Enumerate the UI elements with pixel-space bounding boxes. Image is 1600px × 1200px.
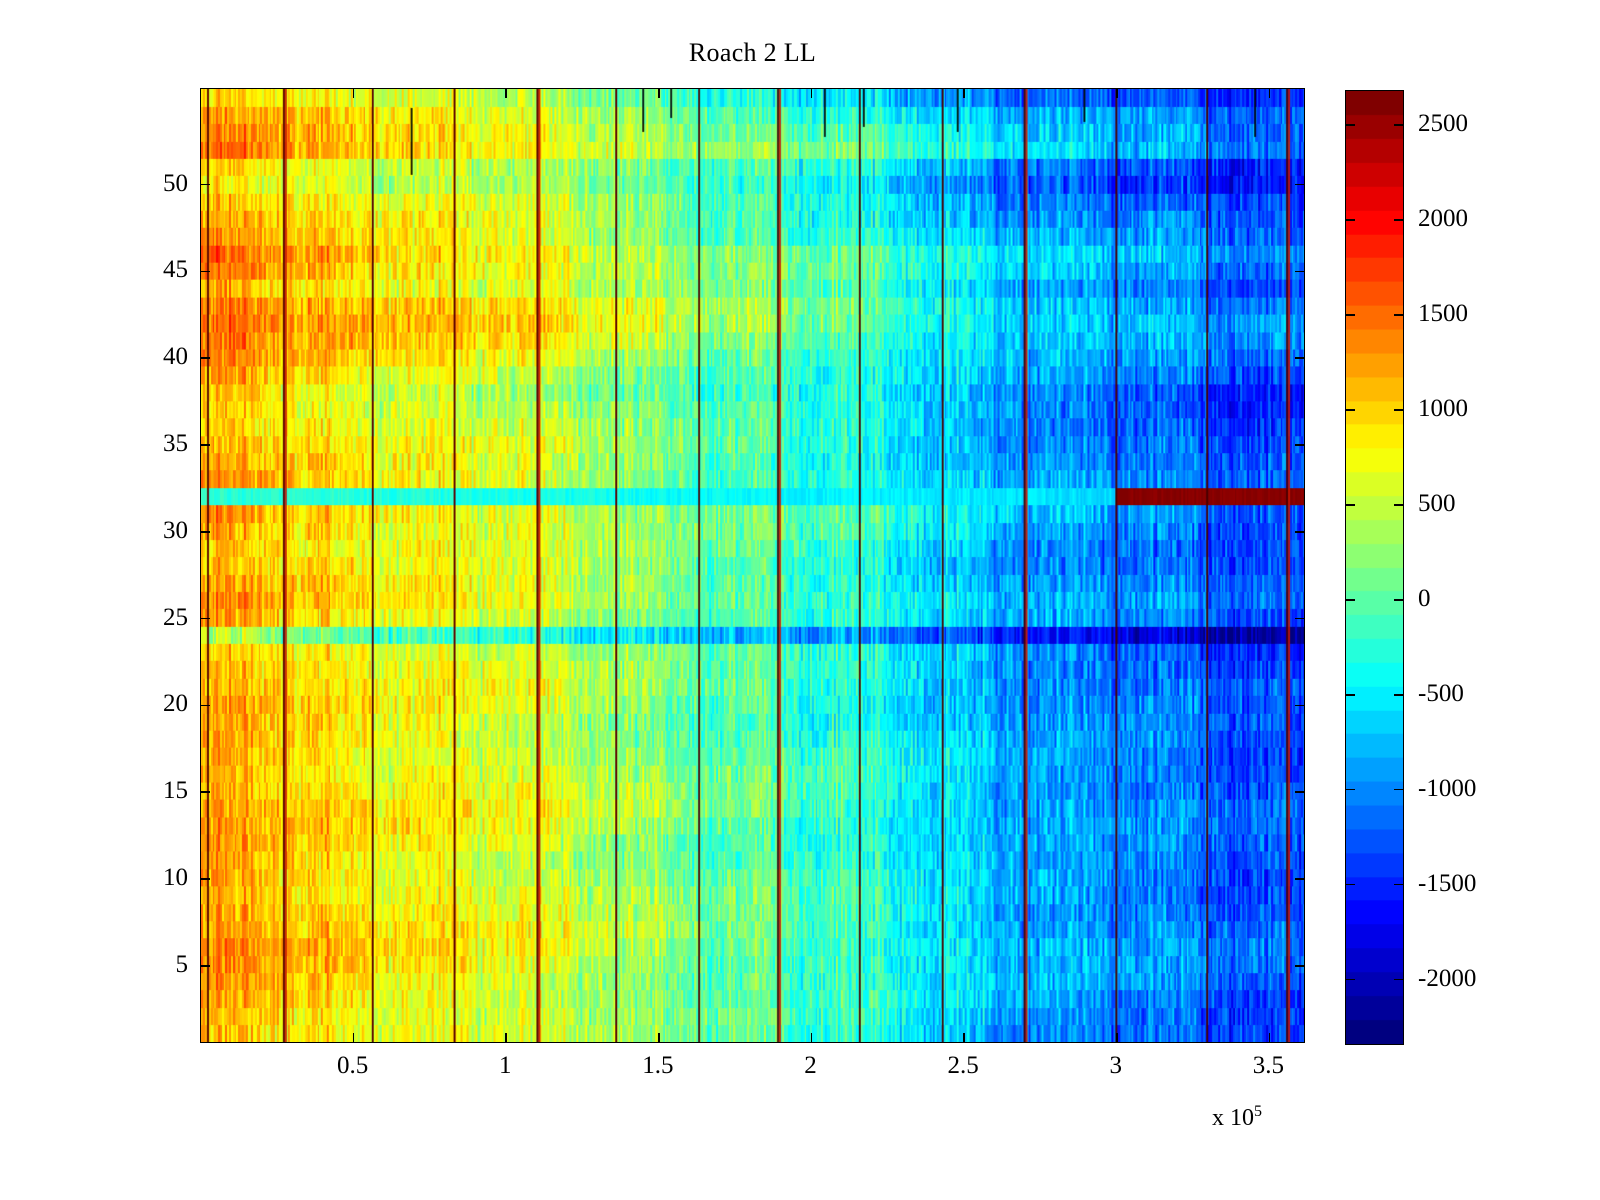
- y-axis-tick: [201, 878, 210, 880]
- heatmap-axes[interactable]: [200, 88, 1305, 1043]
- y-axis-tick: [201, 444, 210, 446]
- x-axis-tick: [352, 1033, 355, 1042]
- y-axis-tick: [201, 791, 210, 794]
- x-axis-tick-label: 3: [1109, 1052, 1122, 1079]
- colorbar-tick-label: -2000: [1418, 964, 1477, 992]
- y-axis-tick: [201, 183, 210, 186]
- x-axis-tick: [505, 89, 508, 98]
- x-axis-tick: [505, 1033, 508, 1042]
- x-axis-exponent-text: x 10: [1212, 1105, 1254, 1131]
- colorbar-tick: [1346, 219, 1355, 221]
- y-axis-tick-label: 5: [175, 950, 189, 978]
- colorbar[interactable]: [1345, 90, 1404, 1045]
- y-axis-tick-label: 35: [163, 429, 188, 457]
- y-axis-tick-label: 45: [163, 256, 188, 284]
- y-axis-tick: [1295, 270, 1304, 273]
- x-axis-tick-label: 3.5: [1252, 1052, 1284, 1079]
- x-axis-tick-label: 1: [498, 1052, 512, 1079]
- colorbar-tick: [1394, 124, 1403, 126]
- x-axis-tick: [963, 89, 965, 98]
- x-axis-tick: [1268, 89, 1271, 98]
- y-axis-tick: [201, 357, 210, 359]
- y-axis-tick-label: 25: [163, 603, 188, 631]
- y-axis-tick: [1295, 444, 1304, 446]
- colorbar-tick: [1346, 883, 1355, 886]
- colorbar-tick: [1394, 219, 1403, 221]
- y-axis-tick-label: 40: [163, 343, 188, 371]
- colorbar-tick-label: 2500: [1418, 110, 1468, 138]
- y-axis-tick: [201, 270, 210, 273]
- heatmap-canvas: [201, 89, 1304, 1042]
- colorbar-tick: [1346, 504, 1355, 506]
- x-axis-tick-label: 1.5: [642, 1052, 674, 1079]
- y-axis-tick-label: 30: [163, 516, 188, 544]
- colorbar-tick: [1346, 409, 1355, 411]
- colorbar-tick-label: 1000: [1418, 394, 1468, 422]
- colorbar-tick: [1346, 599, 1355, 601]
- x-axis-tick: [352, 89, 355, 98]
- colorbar-tick-label: 2000: [1418, 205, 1468, 233]
- x-axis-tick: [658, 1033, 660, 1042]
- colorbar-tick-label: -1500: [1418, 869, 1477, 897]
- colorbar-tick: [1394, 978, 1403, 981]
- y-axis-tick: [1295, 704, 1304, 707]
- colorbar-tick: [1394, 693, 1403, 696]
- y-axis-tick: [1295, 183, 1304, 186]
- y-axis-tick: [201, 965, 210, 967]
- x-axis-tick-label: 2: [804, 1052, 817, 1079]
- colorbar-tick: [1346, 124, 1355, 126]
- y-axis-tick: [1295, 357, 1304, 359]
- colorbar-tick: [1346, 693, 1355, 696]
- x-axis-exponent-power: 5: [1254, 1103, 1262, 1120]
- x-axis-tick: [658, 89, 660, 98]
- y-axis-tick: [1295, 965, 1304, 967]
- y-axis-tick: [201, 530, 210, 533]
- y-axis-tick-label: 50: [163, 169, 188, 197]
- colorbar-tick: [1394, 409, 1403, 411]
- colorbar-tick-label: -500: [1418, 679, 1464, 707]
- y-axis-tick: [1295, 791, 1304, 794]
- y-axis-tick-label: 20: [163, 690, 188, 718]
- colorbar-tick: [1394, 883, 1403, 886]
- y-axis-tick: [201, 617, 210, 620]
- x-axis-tick: [810, 1033, 813, 1042]
- colorbar-tick: [1346, 978, 1355, 981]
- colorbar-gradient: [1346, 91, 1403, 1044]
- y-axis-tick: [1295, 878, 1304, 880]
- x-axis-tick: [963, 1033, 965, 1042]
- x-axis-tick-label: 2.5: [947, 1052, 979, 1079]
- x-axis-exponent: x 105: [1212, 1103, 1262, 1132]
- y-axis-tick-label: 10: [163, 864, 188, 892]
- x-axis-tick: [1268, 1033, 1271, 1042]
- x-axis-tick: [810, 89, 813, 98]
- x-axis-tick: [1115, 1033, 1118, 1042]
- colorbar-tick-label: -1000: [1418, 774, 1477, 802]
- colorbar-tick-label: 1500: [1418, 300, 1468, 328]
- x-axis-tick-label: 0.5: [336, 1052, 369, 1079]
- colorbar-tick: [1346, 314, 1355, 316]
- y-axis-tick-label: 15: [163, 777, 188, 805]
- colorbar-tick: [1394, 314, 1403, 316]
- colorbar-tick: [1394, 599, 1403, 601]
- colorbar-tick-label: 500: [1418, 489, 1456, 517]
- y-axis-tick: [1295, 530, 1304, 533]
- colorbar-tick: [1346, 788, 1355, 791]
- colorbar-tick-label: 0: [1418, 584, 1431, 612]
- y-axis-tick: [1295, 617, 1304, 620]
- chart-title: Roach 2 LL: [688, 38, 817, 67]
- y-axis-tick: [201, 704, 210, 707]
- colorbar-tick: [1394, 504, 1403, 506]
- colorbar-tick: [1394, 788, 1403, 791]
- x-axis-tick: [1115, 89, 1118, 98]
